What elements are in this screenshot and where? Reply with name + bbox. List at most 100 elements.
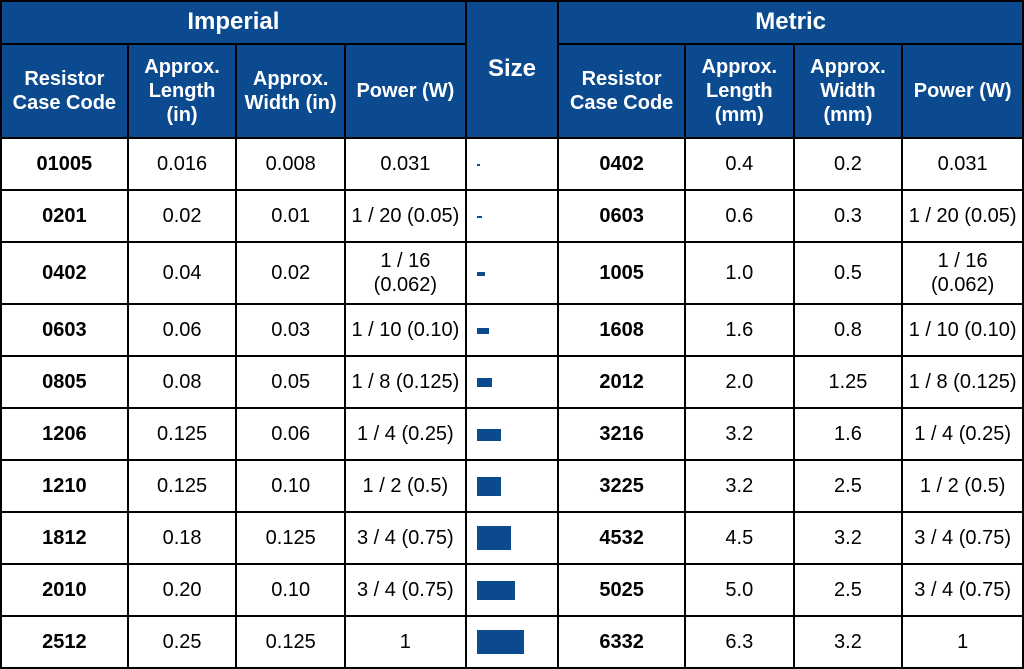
cell-imp-pow: 1 / 16 (0.062) <box>345 242 466 304</box>
table-header: Imperial Size Metric Resistor Case Code … <box>1 1 1023 138</box>
table-row: 06030.060.031 / 10 (0.10)16081.60.81 / 1… <box>1 304 1023 356</box>
cell-imp-code: 1210 <box>1 460 128 512</box>
size-swatch-icon <box>477 272 485 276</box>
size-swatch-icon <box>477 378 492 387</box>
cell-imp-wid: 0.125 <box>236 616 345 668</box>
table-row: 04020.040.021 / 16 (0.062)10051.00.51 / … <box>1 242 1023 304</box>
cell-met-pow: 3 / 4 (0.75) <box>902 564 1023 616</box>
cell-imp-wid: 0.03 <box>236 304 345 356</box>
cell-met-len: 2.0 <box>685 356 794 408</box>
cell-imp-code: 0402 <box>1 242 128 304</box>
cell-size-swatch <box>466 512 559 564</box>
cell-imp-len: 0.125 <box>128 460 237 512</box>
cell-met-len: 0.6 <box>685 190 794 242</box>
cell-met-pow: 1 / 20 (0.05) <box>902 190 1023 242</box>
cell-met-len: 1.6 <box>685 304 794 356</box>
cell-imp-wid: 0.01 <box>236 190 345 242</box>
header-imp-pow: Power (W) <box>345 44 466 138</box>
table-row: 010050.0160.0080.03104020.40.20.031 <box>1 138 1023 190</box>
cell-met-code: 4532 <box>558 512 685 564</box>
cell-imp-len: 0.02 <box>128 190 237 242</box>
header-imp-code: Resistor Case Code <box>1 44 128 138</box>
cell-imp-wid: 0.125 <box>236 512 345 564</box>
cell-met-code: 0603 <box>558 190 685 242</box>
cell-size-swatch <box>466 242 559 304</box>
cell-met-code: 3216 <box>558 408 685 460</box>
header-group-size: Size <box>466 1 559 138</box>
header-group-row: Imperial Size Metric <box>1 1 1023 44</box>
cell-imp-len: 0.06 <box>128 304 237 356</box>
table-body: 010050.0160.0080.03104020.40.20.03102010… <box>1 138 1023 668</box>
cell-size-swatch <box>466 408 559 460</box>
cell-imp-wid: 0.10 <box>236 564 345 616</box>
cell-imp-pow: 1 / 4 (0.25) <box>345 408 466 460</box>
cell-imp-wid: 0.06 <box>236 408 345 460</box>
header-imp-wid: Approx. Width (in) <box>236 44 345 138</box>
table-row: 12060.1250.061 / 4 (0.25)32163.21.61 / 4… <box>1 408 1023 460</box>
cell-size-swatch <box>466 138 559 190</box>
cell-imp-code: 01005 <box>1 138 128 190</box>
header-group-imperial: Imperial <box>1 1 466 44</box>
cell-met-code: 2012 <box>558 356 685 408</box>
cell-imp-pow: 0.031 <box>345 138 466 190</box>
cell-met-pow: 1 / 10 (0.10) <box>902 304 1023 356</box>
cell-imp-pow: 1 / 2 (0.5) <box>345 460 466 512</box>
cell-met-len: 1.0 <box>685 242 794 304</box>
header-met-pow: Power (W) <box>902 44 1023 138</box>
cell-imp-code: 1812 <box>1 512 128 564</box>
table-row: 02010.020.011 / 20 (0.05)06030.60.31 / 2… <box>1 190 1023 242</box>
cell-met-code: 3225 <box>558 460 685 512</box>
resistor-size-table-wrap: Imperial Size Metric Resistor Case Code … <box>0 0 1024 669</box>
header-met-code: Resistor Case Code <box>558 44 685 138</box>
table-row: 18120.180.1253 / 4 (0.75)45324.53.23 / 4… <box>1 512 1023 564</box>
cell-met-len: 5.0 <box>685 564 794 616</box>
cell-imp-pow: 1 / 8 (0.125) <box>345 356 466 408</box>
cell-size-swatch <box>466 356 559 408</box>
size-swatch-icon <box>477 164 480 166</box>
cell-size-swatch <box>466 616 559 668</box>
cell-met-pow: 3 / 4 (0.75) <box>902 512 1023 564</box>
cell-met-wid: 0.5 <box>794 242 903 304</box>
cell-imp-pow: 1 <box>345 616 466 668</box>
cell-met-wid: 1.6 <box>794 408 903 460</box>
cell-imp-wid: 0.008 <box>236 138 345 190</box>
cell-imp-code: 0603 <box>1 304 128 356</box>
cell-imp-len: 0.125 <box>128 408 237 460</box>
size-swatch-icon <box>477 429 501 441</box>
cell-imp-len: 0.04 <box>128 242 237 304</box>
cell-met-len: 6.3 <box>685 616 794 668</box>
cell-met-wid: 0.3 <box>794 190 903 242</box>
size-swatch-icon <box>477 630 524 654</box>
cell-met-pow: 0.031 <box>902 138 1023 190</box>
table-row: 08050.080.051 / 8 (0.125)20122.01.251 / … <box>1 356 1023 408</box>
cell-imp-len: 0.016 <box>128 138 237 190</box>
table-row: 12100.1250.101 / 2 (0.5)32253.22.51 / 2 … <box>1 460 1023 512</box>
cell-met-pow: 1 / 8 (0.125) <box>902 356 1023 408</box>
cell-met-len: 3.2 <box>685 460 794 512</box>
cell-met-code: 0402 <box>558 138 685 190</box>
cell-imp-pow: 1 / 20 (0.05) <box>345 190 466 242</box>
size-swatch-icon <box>477 328 489 334</box>
cell-imp-len: 0.18 <box>128 512 237 564</box>
header-met-wid: Approx. Width (mm) <box>794 44 903 138</box>
cell-imp-wid: 0.10 <box>236 460 345 512</box>
cell-met-pow: 1 / 4 (0.25) <box>902 408 1023 460</box>
cell-size-swatch <box>466 460 559 512</box>
cell-imp-code: 1206 <box>1 408 128 460</box>
cell-imp-code: 2010 <box>1 564 128 616</box>
cell-imp-pow: 3 / 4 (0.75) <box>345 564 466 616</box>
cell-met-wid: 0.2 <box>794 138 903 190</box>
cell-met-wid: 2.5 <box>794 564 903 616</box>
size-swatch-icon <box>477 526 511 550</box>
size-swatch-icon <box>477 216 482 218</box>
size-swatch-icon <box>477 477 501 496</box>
header-imp-len: Approx. Length (in) <box>128 44 237 138</box>
cell-imp-wid: 0.05 <box>236 356 345 408</box>
cell-met-pow: 1 <box>902 616 1023 668</box>
cell-met-wid: 3.2 <box>794 512 903 564</box>
cell-met-code: 1005 <box>558 242 685 304</box>
table-row: 25120.250.125163326.33.21 <box>1 616 1023 668</box>
table-row: 20100.200.103 / 4 (0.75)50255.02.53 / 4 … <box>1 564 1023 616</box>
cell-imp-pow: 1 / 10 (0.10) <box>345 304 466 356</box>
cell-imp-wid: 0.02 <box>236 242 345 304</box>
